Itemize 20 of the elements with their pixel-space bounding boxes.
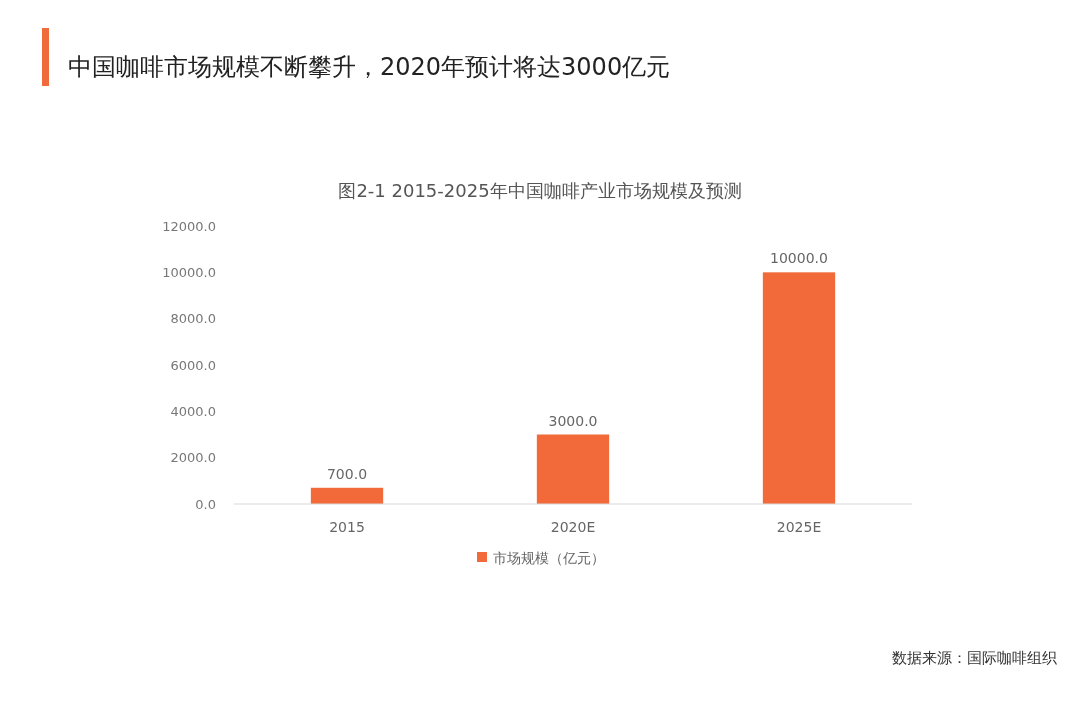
y-tick-label: 4000.0 (170, 403, 216, 419)
y-tick-label: 6000.0 (170, 357, 216, 373)
data-label: 10000.0 (770, 250, 828, 267)
legend-label: 市场规模（亿元） (493, 550, 605, 566)
source-note: 数据来源：国际咖啡组织 (892, 649, 1057, 667)
y-tick-label: 8000.0 (170, 311, 216, 327)
data-label: 700.0 (326, 465, 368, 482)
chart-title: 中国咖啡市场规模不断攀升，2020年预计将达3000亿元 (68, 53, 671, 81)
data-label: 3000.0 (548, 412, 598, 429)
y-tick-label: 2000.0 (170, 450, 216, 466)
chart-subtitle: 图2-1 2015-2025年中国咖啡产业市场规模及预测 (338, 180, 742, 201)
x-tick-label: 2020E (550, 519, 596, 535)
y-tick-label: 0.0 (195, 496, 216, 512)
x-tick-label: 2025E (776, 519, 822, 535)
y-tick-label: 10000.0 (162, 264, 216, 280)
x-tick-label: 2015 (329, 519, 365, 535)
y-tick-label: 12000.0 (162, 218, 216, 234)
bar (536, 434, 610, 504)
bar (762, 272, 836, 504)
bar (310, 487, 384, 504)
